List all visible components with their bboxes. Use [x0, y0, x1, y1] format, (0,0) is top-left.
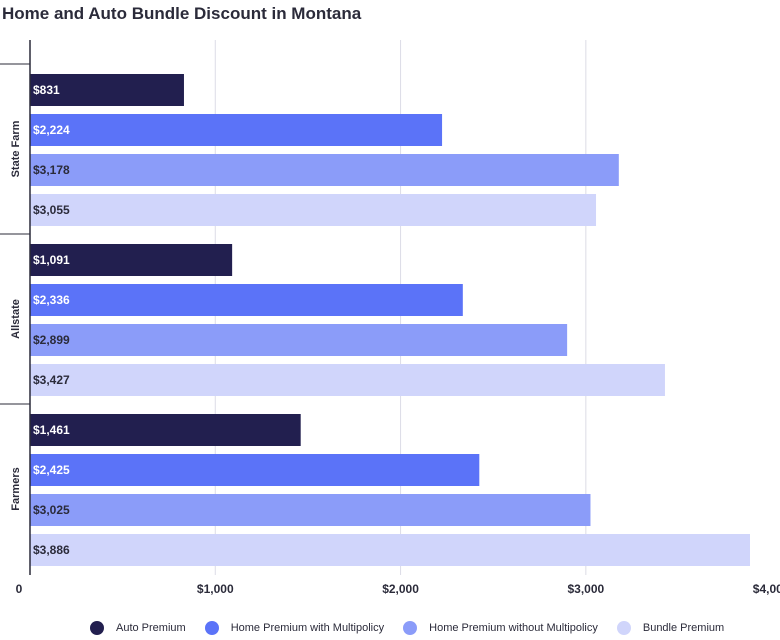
- bar: [30, 284, 463, 316]
- bar-data-label: $831: [33, 83, 60, 97]
- bar-data-label: $3,025: [33, 503, 70, 517]
- legend-label: Home Premium with Multipolicy: [230, 622, 385, 634]
- bar: [30, 534, 750, 566]
- category-label: Allstate: [10, 299, 22, 339]
- legend-swatch: [403, 621, 418, 635]
- chart-title: Home and Auto Bundle Discount in Montana: [2, 4, 362, 23]
- x-tick-label: $1,000: [197, 582, 234, 596]
- bar: [30, 154, 619, 186]
- legend-item: Home Premium without Multipolicy: [403, 621, 598, 635]
- x-tick-label: 0: [16, 582, 23, 596]
- bar-data-label: $1,091: [33, 253, 70, 267]
- legend-label: Home Premium without Multipolicy: [429, 622, 598, 634]
- legend-label: Bundle Premium: [642, 622, 725, 634]
- legend-swatch: [204, 621, 219, 635]
- bar: [30, 194, 597, 226]
- legend-label: Auto Premium: [116, 622, 186, 634]
- bar-data-label: $3,178: [33, 163, 70, 177]
- bar-data-label: $1,461: [33, 423, 70, 437]
- category-label: Farmers: [10, 467, 22, 510]
- x-tick-label: $4,000: [753, 582, 780, 596]
- x-tick-label: $3,000: [567, 582, 604, 596]
- bar: [30, 364, 665, 396]
- legend-item: Home Premium with Multipolicy: [204, 621, 385, 635]
- bar: [30, 494, 591, 526]
- bar-data-label: $2,224: [33, 123, 70, 137]
- x-tick-label: $2,000: [382, 582, 419, 596]
- bar: [30, 414, 301, 446]
- bar: [30, 244, 233, 276]
- bar: [30, 324, 568, 356]
- bar-data-label: $2,336: [33, 293, 70, 307]
- bar: [30, 454, 480, 486]
- legend: Auto Premium Home Premium with Multipolic…: [90, 621, 743, 635]
- bar-data-label: $3,055: [33, 203, 70, 217]
- bar-data-label: $2,899: [33, 333, 70, 347]
- bar: [30, 74, 184, 106]
- legend-swatch: [90, 621, 104, 635]
- bar: [30, 114, 443, 146]
- legend-item: Auto Premium: [90, 621, 186, 635]
- category-label: State Farm: [10, 120, 22, 177]
- legend-item: Bundle Premium: [616, 621, 725, 635]
- legend-swatch: [616, 621, 631, 635]
- bar-data-label: $2,425: [33, 463, 70, 477]
- bar-data-label: $3,886: [33, 543, 70, 557]
- bar-data-label: $3,427: [33, 373, 70, 387]
